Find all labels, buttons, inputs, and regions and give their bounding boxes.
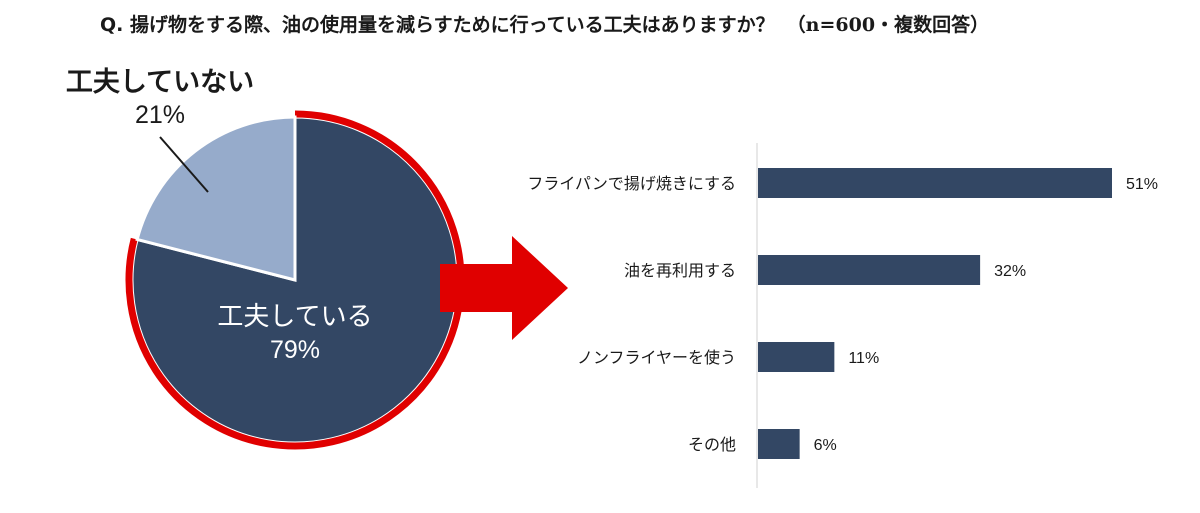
pie-leader-line (159, 136, 209, 193)
bar (758, 342, 835, 372)
bar-category-label: その他 (688, 435, 736, 454)
pie-label-not-doing: 工夫していない 21% (65, 67, 255, 129)
pie-slice-not-doing (135, 115, 297, 282)
bar (758, 429, 800, 459)
chart-title: Q. 揚げ物をする際、油の使用量を減らすために行っている工夫はありますか？ （n=… (100, 10, 1100, 37)
bar-value-label: 11% (848, 350, 879, 367)
right-arrow-icon (440, 236, 568, 340)
bar (758, 255, 981, 285)
pie-label-doing: 工夫している 79% (217, 302, 373, 364)
question-text: Q. 揚げ物をする際、油の使用量を減らすために行っている工夫はありますか？ (100, 14, 775, 36)
bar-value-label: 51% (1126, 176, 1158, 193)
bar-value-label: 32% (994, 263, 1026, 280)
pie-highlight-border (125, 110, 465, 450)
bar-category-label: フライパンで揚げ焼きにする (527, 174, 736, 193)
bar-category-label: ノンフライヤーを使う (577, 348, 736, 367)
bar-value-label: 6% (814, 437, 837, 454)
bar (758, 168, 1112, 198)
bar-category-label: 油を再利用する (624, 261, 736, 280)
sample-note: （n=600・複数回答） (786, 14, 990, 36)
